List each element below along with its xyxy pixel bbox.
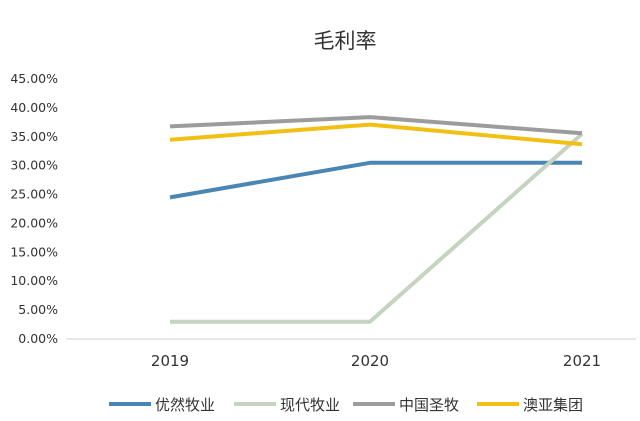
y-tick-label: 15.00%: [10, 244, 58, 259]
y-tick-label: 10.00%: [10, 273, 58, 288]
y-tick-label: 25.00%: [10, 187, 58, 202]
legend: 优然牧业 现代牧业 中国圣牧 澳亚集团: [109, 396, 583, 414]
y-axis-ticks: 0.00% 5.00% 10.00% 15.00% 20.00% 25.00% 30.00%…: [10, 71, 58, 346]
legend-label: 中国圣牧: [399, 396, 459, 414]
x-tick-label: 2021: [563, 352, 601, 370]
x-tick-label: 2019: [151, 352, 189, 370]
y-tick-label: 35.00%: [10, 129, 58, 144]
y-tick-label: 30.00%: [10, 158, 58, 173]
y-tick-label: 5.00%: [18, 302, 58, 317]
y-tick-label: 20.00%: [10, 215, 58, 230]
x-tick-label: 2020: [351, 352, 389, 370]
series-lines: [169, 115, 584, 324]
legend-label: 优然牧业: [155, 396, 215, 414]
series-line: [170, 132, 584, 324]
x-axis-ticks: 2019 2020 2021: [151, 352, 601, 370]
series-line: [169, 160, 582, 200]
legend-label: 澳亚集团: [523, 396, 583, 414]
chart-title: 毛利率: [314, 29, 377, 53]
y-tick-label: 40.00%: [10, 100, 58, 115]
series-line: [169, 122, 583, 147]
legend-label: 现代牧业: [280, 396, 340, 414]
series-line: [169, 115, 583, 136]
y-tick-label: 0.00%: [18, 331, 58, 346]
y-tick-label: 45.00%: [10, 71, 58, 86]
